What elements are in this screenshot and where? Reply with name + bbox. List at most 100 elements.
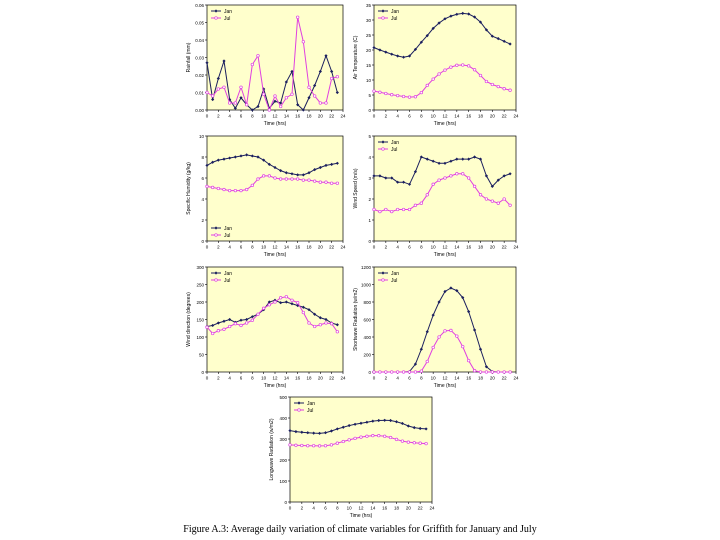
x-tick-label: 24 [513,114,519,119]
data-point-jan [205,163,209,167]
data-point-jul [216,329,220,333]
data-point-jan [418,426,422,431]
data-point-jul [296,15,300,19]
data-point-jul [394,437,399,442]
data-point-jan [273,298,277,302]
x-tick-label: 2 [217,245,220,250]
data-point-jul [484,197,489,201]
air-temperature-chart: 0 5 10 15 20 25 30 35 0 2 4 6 8 10 12 14 16 18 20 22 24 Time … [352,0,520,128]
data-point-jul [330,76,334,81]
data-point-jan [222,157,226,161]
data-point-jul [301,310,305,315]
data-point-jul [407,95,412,99]
data-point-jul [472,184,477,189]
data-point-jul [425,83,429,88]
legend-marker-jan [297,401,301,405]
data-point-jul [296,301,300,305]
data-point-jul [443,329,447,333]
x-tick-label: 20 [490,376,496,381]
wind-direction-chart: 0 50 100 150 200 250 300 0 2 4 6 8 10 12 14 16 18 20 22 24 T… [185,262,347,390]
data-point-jul [312,444,316,448]
data-point-jan [472,328,477,332]
data-point-jul [205,184,209,189]
x-tick-label: 8 [420,245,423,250]
x-tick-label: 6 [240,245,243,250]
data-point-jul [401,370,406,374]
data-point-jul [288,443,292,447]
data-point-jul [424,441,428,446]
shortwave-radiation-chart: 0 200 400 600 800 1000 1200 0 2 4 6 8 10 12 14 16 18 20 22… [352,262,520,390]
data-point-jul [502,197,506,201]
data-point-jan [250,154,254,158]
data-point-jul [490,199,494,203]
data-point-jan [461,157,465,161]
x-tick-label: 10 [261,245,267,250]
data-point-jan [216,158,220,162]
x-tick-label: 12 [272,114,278,119]
y-axis-label: Shortwave Radiation (w/m2) [353,288,359,351]
data-point-jan [307,171,311,175]
data-point-jul [324,180,328,184]
x-tick-label: 12 [358,506,364,511]
data-point-jul [222,187,226,192]
data-point-jul [490,370,494,374]
data-point-jul [413,95,418,99]
x-tick-label: 20 [318,376,324,381]
data-point-jul [330,322,334,326]
data-point-jul [378,370,382,374]
x-tick-label: 10 [431,376,437,381]
data-point-jul [335,330,339,334]
data-point-jul [390,93,394,97]
x-tick-label: 10 [347,506,353,511]
legend-marker-jan [214,226,218,230]
data-point-jan [288,429,292,433]
data-point-jan [449,286,453,290]
y-tick-label: 50 [199,352,205,357]
data-point-jul [449,328,453,333]
data-point-jul [383,434,387,438]
data-point-jul [502,370,506,374]
data-point-jul [425,359,429,364]
data-point-jul [371,433,375,438]
data-point-jul [233,322,237,326]
x-tick-label: 4 [228,245,231,250]
data-point-jul [250,318,254,322]
data-point-jan [377,418,381,423]
data-point-jul [412,441,416,445]
x-tick-label: 20 [490,245,496,250]
data-point-jul [256,312,260,316]
data-point-jan [455,289,459,293]
y-tick-label: 300 [279,437,287,442]
y-tick-label: 300 [196,265,204,270]
y-tick-label: 0.01 [195,90,204,95]
x-tick-label: 4 [228,114,231,119]
data-point-jul [467,176,471,180]
x-tick-label: 12 [272,376,278,381]
legend-label-jan: Jan [391,9,399,15]
data-point-jul [245,187,249,192]
x-tick-label: 0 [373,245,376,250]
data-point-jul [484,79,489,84]
series-line-jan [206,54,338,111]
data-point-jan [425,157,429,161]
data-point-jul [239,188,243,193]
data-point-jul [329,443,334,447]
data-point-jan [394,420,399,424]
x-axis-label: Time (hrs) [350,513,373,519]
x-tick-label: 20 [318,245,324,250]
x-tick-label: 10 [261,376,267,381]
x-tick-label: 22 [502,376,508,381]
legend-label-jan: Jan [391,140,399,146]
x-tick-label: 4 [396,245,399,250]
legend-label-jul: Jul [391,16,397,22]
y-tick-label: 0 [284,500,287,505]
x-tick-label: 8 [251,376,254,381]
y-tick-label: 250 [196,282,204,287]
plot-area [289,396,433,503]
legend-label-jul: Jul [391,278,397,284]
x-axis-label: Time (hrs) [434,252,457,258]
data-point-jul [306,444,310,448]
data-point-jul [239,85,243,89]
